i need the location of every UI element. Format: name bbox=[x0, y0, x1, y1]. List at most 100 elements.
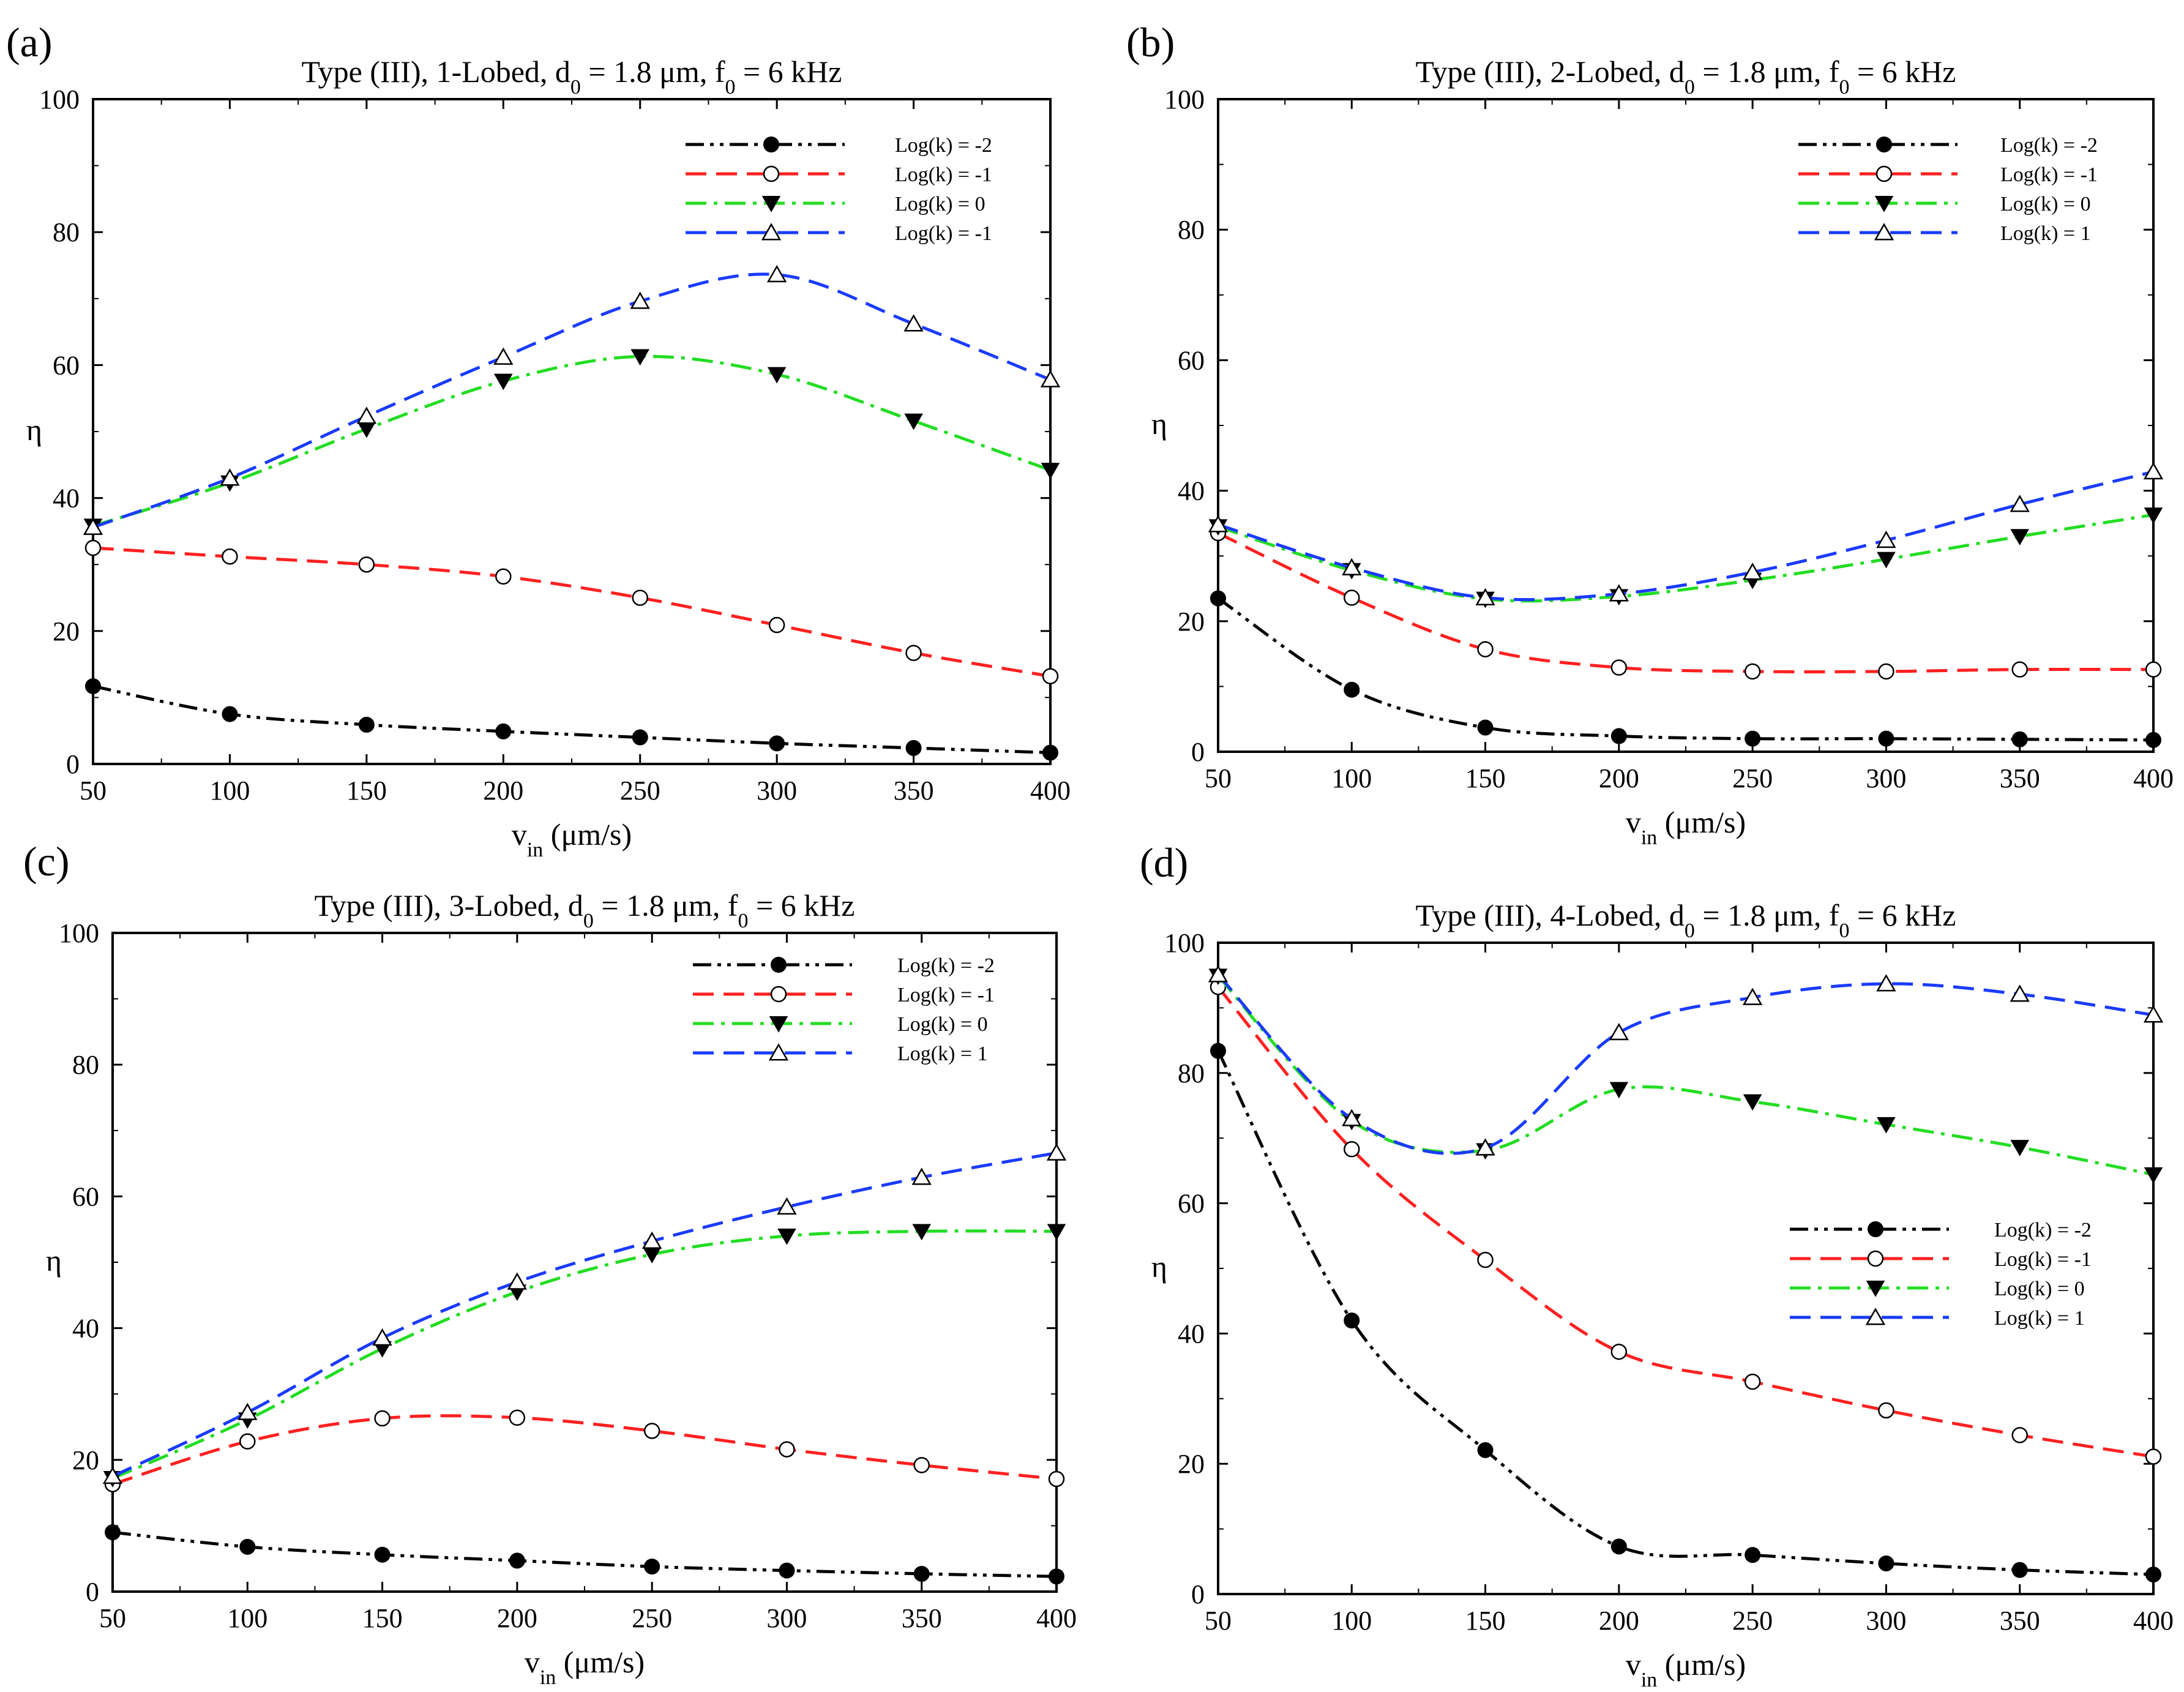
data-point bbox=[2144, 1167, 2163, 1184]
x-tick-label: 200 bbox=[1599, 1606, 1639, 1636]
series-3 bbox=[83, 349, 1060, 536]
panel-label: (d) bbox=[1140, 839, 1188, 886]
data-point bbox=[2011, 1562, 2028, 1578]
data-point bbox=[222, 548, 238, 565]
panel-label: (a) bbox=[6, 19, 52, 66]
data-point bbox=[1744, 1373, 1761, 1390]
data-point bbox=[641, 1231, 662, 1249]
y-tick-label: 100 bbox=[1164, 84, 1205, 114]
legend-label: Log(k) = 0 bbox=[895, 193, 985, 215]
series-line bbox=[1216, 1050, 2154, 1576]
legend-marker bbox=[1875, 165, 1893, 182]
data-point bbox=[1477, 641, 1494, 657]
legend-marker bbox=[770, 986, 787, 1003]
x-tick-label: 400 bbox=[1030, 776, 1071, 806]
x-tick-label: 350 bbox=[2000, 1606, 2040, 1636]
legend-marker bbox=[763, 165, 780, 182]
chart-title: Type (III), 2-Lobed, d0 = 1.8 μm, f0 = 6… bbox=[1416, 54, 1956, 99]
y-tick-label: 40 bbox=[1178, 476, 1205, 506]
data-point bbox=[1477, 1251, 1494, 1268]
data-point bbox=[777, 1229, 796, 1245]
series-line bbox=[112, 1530, 1057, 1578]
data-point bbox=[102, 1466, 123, 1484]
y-tick-label: 20 bbox=[53, 616, 80, 646]
series-1 bbox=[85, 678, 1058, 761]
data-point bbox=[509, 1409, 526, 1426]
y-tick-label: 60 bbox=[1178, 1189, 1205, 1219]
legend: Log(k) = -2 Log(k) = -1 Log(k) = 0 Log(k) =… bbox=[686, 134, 992, 245]
series-4 bbox=[1208, 965, 2164, 1156]
data-point bbox=[1878, 730, 1894, 747]
x-tick-label: 300 bbox=[1866, 763, 1906, 793]
y-tick-label: 60 bbox=[1178, 345, 1205, 375]
x-tick-label: 50 bbox=[99, 1603, 126, 1633]
series-1 bbox=[1210, 1043, 2161, 1583]
data-point bbox=[85, 678, 101, 694]
y-tick-label: 0 bbox=[86, 1577, 99, 1607]
data-point bbox=[1475, 1138, 1495, 1156]
chart-title: Type (III), 4-Lobed, d0 = 1.8 μm, f0 = 6… bbox=[1416, 898, 1956, 942]
legend-marker bbox=[768, 1043, 789, 1061]
y-axis-label: η bbox=[26, 413, 42, 447]
data-point bbox=[1745, 730, 1761, 747]
data-point bbox=[2010, 984, 2030, 1002]
data-point bbox=[493, 373, 513, 391]
data-point bbox=[1745, 1547, 1761, 1563]
chart-title: Type (III), 3-Lobed, d0 = 1.8 μm, f0 = 6… bbox=[315, 888, 855, 932]
legend-marker bbox=[763, 137, 779, 152]
data-point bbox=[84, 539, 102, 556]
data-point bbox=[495, 723, 512, 739]
data-point bbox=[83, 517, 103, 535]
legend-label: Log(k) = -1 bbox=[895, 222, 992, 245]
chart-panel-2: (b) Type (III), 2-Lobed, d0 = 1.8 μm, f0 … bbox=[1126, 19, 2174, 849]
data-point bbox=[1610, 728, 1627, 744]
legend-marker bbox=[1874, 223, 1894, 241]
series-4 bbox=[1208, 462, 2164, 605]
data-point bbox=[356, 406, 377, 424]
data-point bbox=[630, 291, 650, 309]
data-point bbox=[105, 1524, 121, 1541]
series-2 bbox=[104, 1409, 1065, 1492]
data-point bbox=[1046, 1143, 1067, 1161]
data-point bbox=[1744, 663, 1761, 680]
y-axis-label: η bbox=[46, 1243, 62, 1278]
data-point bbox=[1742, 563, 1763, 580]
y-axis-label: η bbox=[1151, 406, 1167, 441]
legend: Log(k) = -2 Log(k) = -1 Log(k) = 0 Log(k) =… bbox=[693, 954, 995, 1065]
series-1 bbox=[105, 1524, 1064, 1585]
data-point bbox=[2010, 529, 2030, 546]
data-point bbox=[905, 645, 922, 661]
x-tick-label: 150 bbox=[1465, 763, 1506, 793]
data-point bbox=[903, 314, 924, 332]
y-tick-label: 0 bbox=[66, 749, 80, 779]
series-line bbox=[112, 1229, 1057, 1480]
x-tick-label: 300 bbox=[1866, 1606, 1906, 1636]
series-line bbox=[92, 684, 1051, 754]
y-tick-label: 80 bbox=[1178, 215, 1205, 245]
x-tick-label: 100 bbox=[227, 1603, 267, 1633]
legend-label: Log(k) = 0 bbox=[2000, 193, 2091, 215]
data-point bbox=[2145, 661, 2162, 678]
y-tick-label: 80 bbox=[1178, 1058, 1205, 1088]
legend-label: Log(k) = 1 bbox=[1994, 1307, 2085, 1330]
data-point bbox=[630, 349, 650, 366]
data-point bbox=[632, 729, 648, 746]
data-point bbox=[1610, 1538, 1627, 1555]
legend-label: Log(k) = 1 bbox=[2000, 222, 2091, 245]
data-point bbox=[2010, 495, 2030, 512]
data-point bbox=[1042, 668, 1059, 684]
data-point bbox=[509, 1552, 525, 1569]
x-tick-label: 200 bbox=[1599, 763, 1639, 793]
data-point bbox=[904, 413, 923, 430]
legend-label: Log(k) = -1 bbox=[895, 163, 992, 186]
y-tick-label: 20 bbox=[72, 1445, 99, 1475]
legend-label: Log(k) = -1 bbox=[2000, 163, 2098, 186]
data-point bbox=[374, 1546, 391, 1563]
y-tick-label: 100 bbox=[1164, 928, 1205, 958]
data-point bbox=[1040, 370, 1061, 387]
x-tick-label: 250 bbox=[632, 1603, 672, 1633]
series-2 bbox=[1210, 525, 2162, 680]
data-point bbox=[374, 1410, 391, 1427]
chart-title: Type (III), 1-Lobed, d0 = 1.8 μm, f0 = 6… bbox=[302, 54, 842, 99]
data-point bbox=[1610, 1343, 1628, 1360]
